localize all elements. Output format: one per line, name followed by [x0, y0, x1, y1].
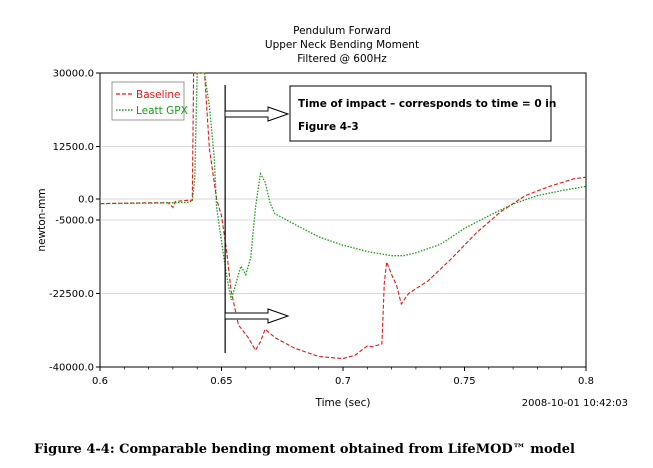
callout-arrow-lower	[224, 308, 290, 324]
x-tick-label: 0.7	[335, 376, 351, 387]
y-axis-label: newton-mm	[36, 188, 48, 251]
series-line-leatt-gpx	[99, 72, 587, 300]
x-tick-label: 0.75	[453, 376, 475, 387]
legend-label-leatt: Leatt GPX	[136, 105, 188, 117]
y-tick-label: 12500.0	[53, 142, 94, 153]
callout-box	[289, 85, 552, 142]
figure-caption: Figure 4-4: Comparable bending moment ob…	[34, 442, 575, 457]
chart-title-line-2: Upper Neck Bending Moment	[265, 39, 419, 51]
y-tick-label: 0.0	[78, 195, 94, 206]
y-axis-ticks: 30000.0 12500.0 0.0 -5000.0 -22500.0 -40000.0	[49, 69, 100, 374]
series-layer	[99, 72, 587, 360]
y-tick-label: -22500.0	[49, 289, 94, 300]
chart-title-line-1: Pendulum Forward	[293, 25, 391, 37]
legend-label-baseline: Baseline	[136, 89, 181, 101]
x-axis-label: Time (sec)	[315, 397, 371, 409]
arrow-upper-shape	[224, 106, 290, 122]
legend-box	[111, 81, 185, 121]
x-tick-label: 0.65	[210, 376, 232, 387]
grid-lines	[100, 146, 586, 294]
y-tick-label: -5000.0	[55, 216, 94, 227]
impact-callout: Time of impact – corresponds to time = 0…	[289, 85, 556, 142]
y-tick-label: 30000.0	[53, 69, 94, 80]
legend: Baseline Leatt GPX	[111, 81, 188, 121]
callout-line-2: Figure 4-3	[298, 121, 359, 133]
callout-line-1: Time of impact – corresponds to time = 0…	[298, 98, 556, 110]
chart-title-line-3: Filtered @ 600Hz	[297, 53, 387, 65]
x-tick-label: 0.6	[92, 376, 108, 387]
timestamp: 2008-10-01 10:42:03	[522, 398, 628, 409]
x-axis-ticks: 0.6 0.65 0.7 0.75 0.8	[92, 367, 594, 387]
y-tick-label: -40000.0	[49, 363, 94, 374]
arrow-lower-shape	[224, 308, 290, 324]
x-tick-label: 0.8	[578, 376, 594, 387]
callout-arrow-upper	[224, 106, 290, 122]
